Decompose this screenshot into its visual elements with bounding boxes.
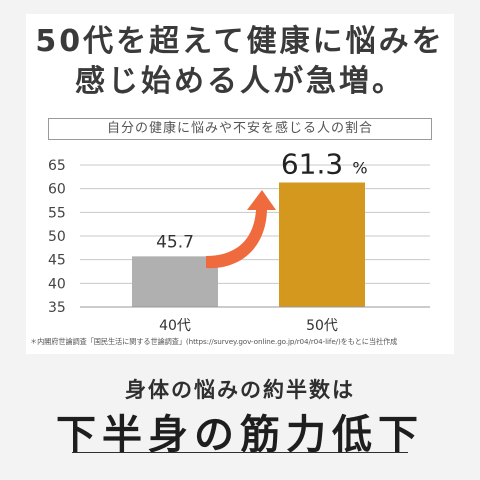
- x-category-label: 50代: [306, 318, 338, 334]
- chart-title: 自分の健康に悩みや不安を感じる人の割合: [48, 118, 432, 140]
- y-tick-label: 55: [48, 205, 66, 221]
- increase-arrow-icon: [206, 190, 276, 269]
- bar-2: [279, 182, 365, 307]
- y-tick-label: 60: [48, 182, 66, 198]
- y-tick-label: 50: [48, 229, 66, 245]
- headline: 50代を超えて健康に悩みを 感じ始める人が急増。: [0, 22, 480, 102]
- bar-chart: 65 60 55 50 45 40 35 40代 45.7 50代 61.3%: [48, 148, 430, 334]
- headline-line-2: 感じ始める人が急増。: [75, 64, 405, 99]
- x-category-label: 40代: [159, 318, 191, 334]
- footer-lead: 身体の悩みの約半数は: [125, 378, 355, 402]
- source-note: ＊内閣府世論調査「国民生活に関する世論調査」(https://survey.go…: [30, 337, 398, 346]
- value-unit: %: [352, 159, 367, 178]
- value-label: 45.7: [156, 232, 194, 252]
- y-tick-label: 65: [48, 158, 66, 174]
- value-label: 61.3: [281, 148, 343, 181]
- y-tick-label: 35: [48, 300, 66, 316]
- y-tick-label: 40: [48, 276, 66, 292]
- footer-underline: [72, 452, 408, 453]
- chart-card: [26, 14, 454, 354]
- headline-line-1: 50代を超えて健康に悩みを: [35, 24, 445, 59]
- bar-1: [132, 256, 218, 307]
- y-tick-label: 45: [48, 253, 66, 269]
- footer-main: 下半身の筋力低下: [56, 412, 424, 458]
